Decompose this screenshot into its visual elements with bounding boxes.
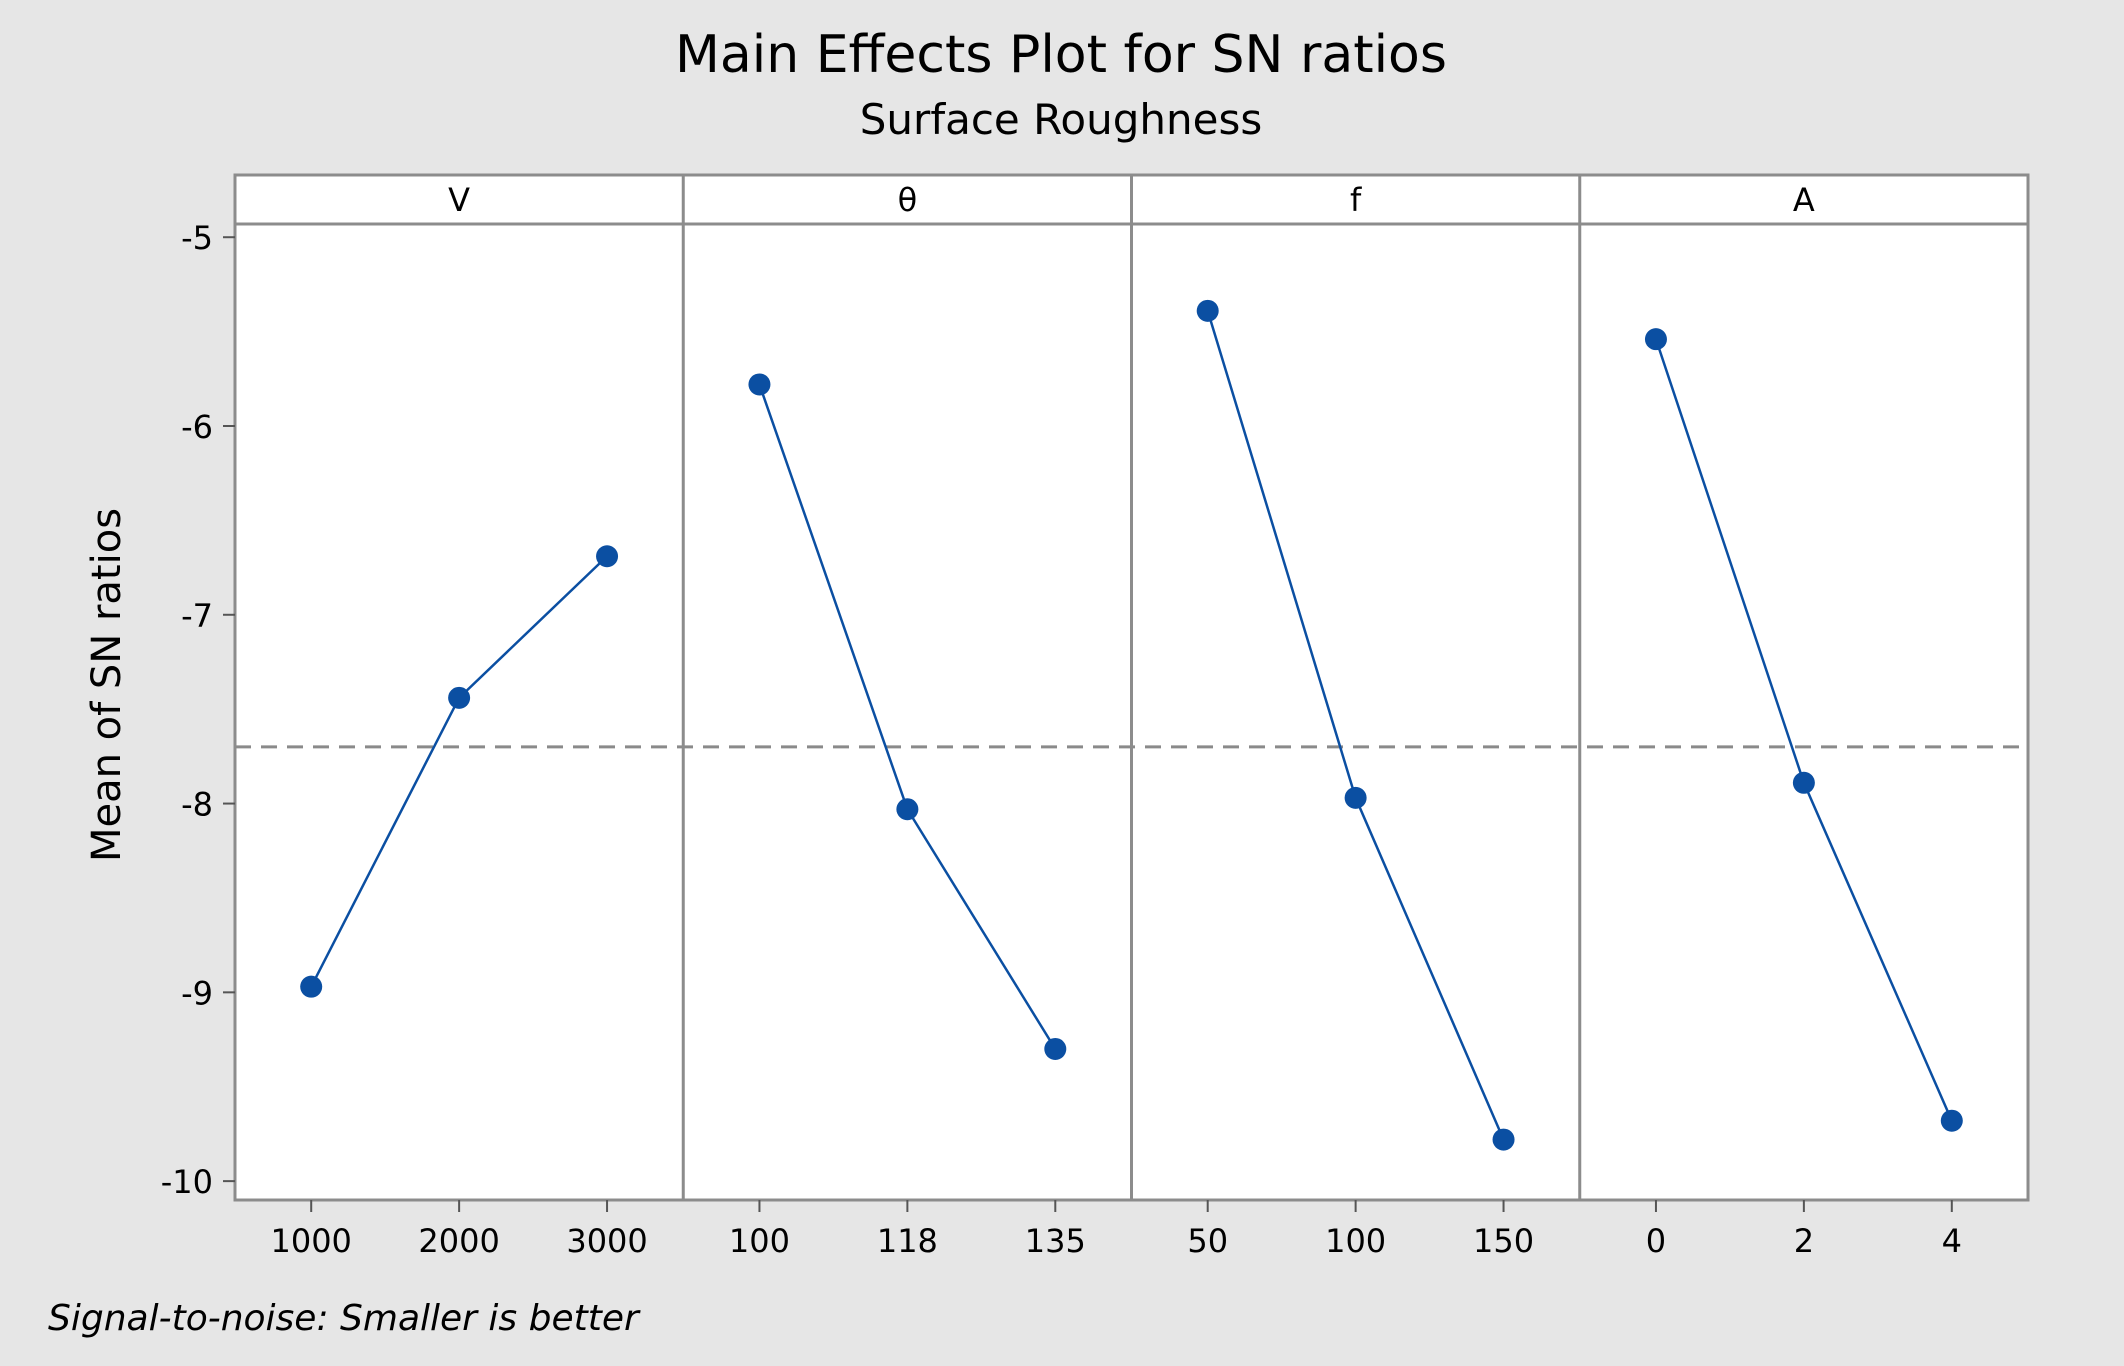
data-point [1344,786,1367,809]
footnote: Signal-to-noise: Smaller is better [48,1298,641,1339]
data-point [748,373,771,396]
data-point [300,975,323,998]
data-point [1492,1128,1515,1151]
x-tick-label: 135 [1025,1222,1086,1260]
y-axis-label: Mean of SN ratios [84,508,130,862]
data-point [596,545,619,568]
x-tick-label: 3000 [566,1222,647,1260]
data-point [1044,1037,1067,1060]
data-point [1940,1109,1963,1132]
y-tick-label: -9 [181,974,213,1012]
data-point [1792,771,1815,794]
plot-frame [233,173,2030,1202]
x-tick-label: 2 [1794,1222,1814,1260]
chart-subtitle: Surface Roughness [860,95,1262,144]
panel-header-label: θ [898,181,918,219]
y-tick-label: -10 [161,1163,213,1201]
x-tick-label: 118 [877,1222,938,1260]
panel-header-label: V [448,181,470,219]
x-tick-label: 150 [1473,1222,1534,1260]
y-tick-label: -8 [181,786,213,824]
panel-header-label: f [1350,181,1362,219]
chart-title: Main Effects Plot for SN ratios [675,25,1447,85]
data-point [448,686,471,709]
panel-header-label: A [1793,181,1815,219]
data-point [1644,328,1667,351]
y-tick-label: -6 [181,408,213,446]
x-tick-label: 100 [1325,1222,1386,1260]
data-point [896,798,919,821]
x-tick-label: 100 [729,1222,790,1260]
x-tick-label: 1000 [270,1222,351,1260]
x-tick-label: 50 [1187,1222,1228,1260]
x-tick-label: 0 [1646,1222,1666,1260]
x-tick-label: 2000 [418,1222,499,1260]
x-tick-label: 4 [1942,1222,1962,1260]
y-tick-label: -5 [181,219,213,257]
y-tick-label: -7 [181,597,213,635]
data-point [1196,299,1219,322]
